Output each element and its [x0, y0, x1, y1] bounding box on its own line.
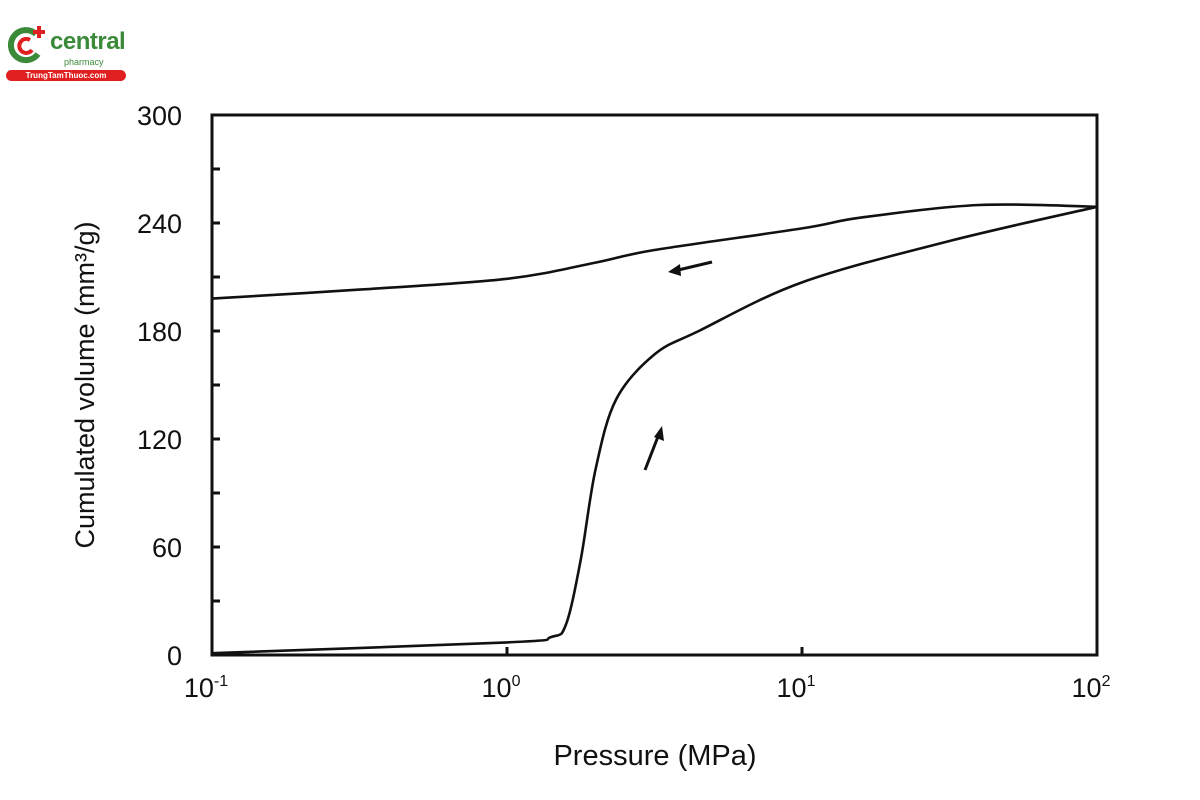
x-tick-base: 10 [1072, 673, 1102, 703]
extrusion-arrow [668, 260, 713, 276]
y-tick-label: 60 [152, 533, 182, 563]
series-extrusion-line [211, 203, 1098, 300]
y-tick-label: 180 [137, 317, 182, 347]
logo: central pharmacy TrungTamThuoc.com [6, 24, 128, 82]
y-tick-label: 240 [137, 209, 182, 239]
x-tick-label: 101 [777, 673, 816, 703]
logo-tagline: pharmacy [64, 57, 104, 67]
y-axis-label: Cumulated volume (mm³/g) [70, 221, 100, 548]
logo-name: central [50, 28, 126, 55]
x-tick-exponent: 1 [807, 673, 816, 690]
x-axis-label: Pressure (MPa) [553, 740, 756, 772]
logo-site: TrungTamThuoc.com [6, 70, 126, 81]
y-tick-label: 300 [137, 101, 182, 131]
x-tick-label: 102 [1072, 673, 1111, 703]
logo-mark-icon [7, 26, 45, 64]
series-intrusion-line [211, 205, 1098, 655]
x-tick-base: 10 [184, 673, 214, 703]
x-tick-base: 10 [482, 673, 512, 703]
x-tick-base: 10 [777, 673, 807, 703]
x-tick-exponent: 0 [512, 673, 521, 690]
y-tick-label: 120 [137, 425, 182, 455]
x-tick-label: 100 [482, 673, 521, 703]
y-tick-label: 0 [167, 641, 182, 671]
plot-frame [210, 113, 1099, 657]
x-tick-exponent: -1 [214, 673, 228, 690]
x-tick-exponent: 2 [1102, 673, 1111, 690]
intrusion-arrow [643, 426, 664, 471]
x-tick-label: 10-1 [184, 673, 228, 703]
